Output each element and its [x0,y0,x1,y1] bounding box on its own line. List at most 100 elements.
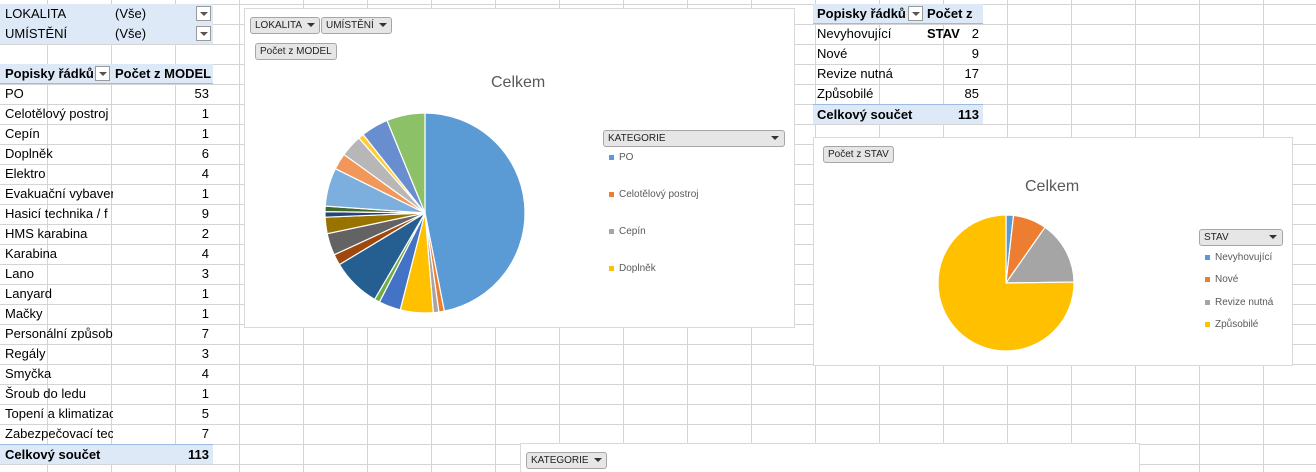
legend-swatch [609,191,614,197]
chevron-down-icon [1269,235,1277,239]
legend-swatch [1205,321,1210,327]
total-value: 113 [958,107,979,122]
total-value: 113 [188,447,209,462]
pivot-row-label[interactable]: Lanyard [5,286,52,301]
pivot-stav-header: Popisky řádků Počet z STAV [813,4,983,41]
pivot-row-value[interactable]: 4 [201,246,209,261]
pivot-row-label[interactable]: Evakuační vybavení [5,186,113,201]
pie-slice[interactable] [1004,226,1075,284]
pivot-row-value[interactable]: 7 [201,326,209,341]
pivot-row-value[interactable]: 4 [201,166,209,181]
legend-swatch [609,154,614,160]
pivot-row-label[interactable]: Personální způsob [5,326,113,341]
pie-chart-bottom[interactable]: KATEGORIE [520,443,1140,472]
legend-item: Cepín [609,226,646,237]
legend-item: PO [609,152,633,163]
pivot-model-total[interactable]: Celkový součet 113 [0,444,213,464]
pivot-row-value[interactable]: 5 [201,406,209,421]
pivot-row-value[interactable]: 1 [201,306,209,321]
chart-title: Celkem [491,74,546,91]
pivot-row-label[interactable]: Regály [5,346,46,361]
row-labels-filter-icon[interactable] [908,6,923,21]
legend-swatch [1205,254,1210,260]
pivot-model-header: Popisky řádků Počet z MODEL [0,64,213,84]
filter-field-value: (Vše) [115,6,147,21]
chart-field-button-kategorie[interactable]: KATEGORIE [526,452,607,469]
filter-field-label: UMÍSTĚNÍ [5,26,68,41]
pivot-row-value[interactable]: 3 [201,266,209,281]
chevron-down-icon [378,23,387,28]
pivot-row-value[interactable]: 17 [964,66,979,81]
total-label: Celkový součet [5,447,101,462]
chevron-down-icon [771,136,779,140]
pivot-row-label[interactable]: Hasicí technika / f [5,206,108,221]
pivot-row-label[interactable]: Celotělový postroj [5,106,109,121]
filter-lokalita: LOKALITA (Vše) [0,4,213,24]
value-header: Počet z STAV [927,6,973,41]
pivot-row-value[interactable]: 2 [971,26,979,41]
chevron-down-icon [593,458,602,463]
pivot-row-value[interactable]: 1 [201,286,209,301]
pivot-row-label[interactable]: Doplněk [5,146,53,161]
pivot-row-label[interactable]: Nové [817,46,848,61]
pivot-row-value[interactable]: 53 [194,86,209,101]
filter-field-value: (Vše) [115,26,147,41]
pivot-row-label[interactable]: Nevyhovující [817,26,892,41]
pivot-row-label[interactable]: Způsobilé [817,86,874,101]
pivot-row-value[interactable]: 1 [201,106,209,121]
pivot-row-label[interactable]: Elektro [5,166,46,181]
pivot-row-label[interactable]: Revize nutná [817,66,893,81]
legend-swatch [1205,299,1210,305]
legend-swatch [609,265,614,271]
pivot-row-label[interactable]: Šroub do ledu [5,386,86,401]
pivot-row-label[interactable]: PO [5,86,24,101]
value-header: Počet z MODEL [115,66,212,81]
filter-field-label: LOKALITA [5,6,67,21]
pivot-row-label[interactable]: Karabina [5,246,58,261]
pie-chart-stav[interactable]: Počet z STAV Celkem STAV Nevyhovující No… [813,137,1293,366]
pivot-row-label[interactable]: HMS karabina [5,226,88,241]
pie-chart-model[interactable]: LOKALITA UMÍSTĚNÍ Počet z MODEL Celkem K… [244,8,795,328]
row-labels-filter-icon[interactable] [95,66,110,81]
legend-item: Revize nutná [1205,297,1273,308]
pie-slice[interactable] [424,112,526,312]
legend-field-button[interactable]: STAV [1199,229,1283,246]
filter-dropdown-icon[interactable] [196,26,211,41]
pivot-row-value[interactable]: 1 [201,186,209,201]
pie-plot-area [324,112,526,314]
pivot-row-value[interactable]: 6 [201,146,209,161]
pivot-row-value[interactable]: 4 [201,366,209,381]
pivot-row-value[interactable]: 9 [201,206,209,221]
chart-value-button[interactable]: Počet z STAV [823,146,894,163]
pivot-row-label[interactable]: Zabezpečovací tec [5,426,113,441]
pivot-row-value[interactable]: 3 [201,346,209,361]
legend-item: Nové [1205,274,1238,285]
total-label: Celkový součet [817,107,913,122]
row-labels-header: Popisky řádků [5,66,94,81]
legend-swatch [1205,276,1210,282]
chart-value-button[interactable]: Počet z MODEL [255,43,337,60]
pie-slice[interactable] [386,112,426,214]
pivot-row-value[interactable]: 7 [201,426,209,441]
pivot-row-label[interactable]: Smyčka [5,366,52,381]
pivot-row-label[interactable]: Cepín [5,126,40,141]
filter-umisteni: UMÍSTĚNÍ (Vše) [0,24,213,44]
legend-item: Nevyhovující [1205,252,1272,263]
legend-field-button[interactable]: KATEGORIE [603,130,785,147]
pivot-stav-total[interactable]: Celkový součet 113 [813,104,983,124]
chart-field-button-umisteni[interactable]: UMÍSTĚNÍ [321,17,392,34]
pivot-row-value[interactable]: 9 [971,46,979,61]
pivot-row-label[interactable]: Mačky [5,306,43,321]
legend-swatch [609,228,614,234]
pie-slice[interactable] [937,214,1075,352]
pivot-row-label[interactable]: Lano [5,266,34,281]
pivot-row-value[interactable]: 1 [201,126,209,141]
pivot-row-label[interactable]: Topení a klimatizace [5,406,113,421]
chart-field-button-lokalita[interactable]: LOKALITA [250,17,321,34]
pivot-row-value[interactable]: 2 [201,226,209,241]
pivot-row-value[interactable]: 85 [964,86,979,101]
chevron-down-icon [307,23,316,28]
pivot-row-value[interactable]: 1 [201,386,209,401]
legend-item: Doplněk [609,263,656,274]
filter-dropdown-icon[interactable] [196,6,211,21]
